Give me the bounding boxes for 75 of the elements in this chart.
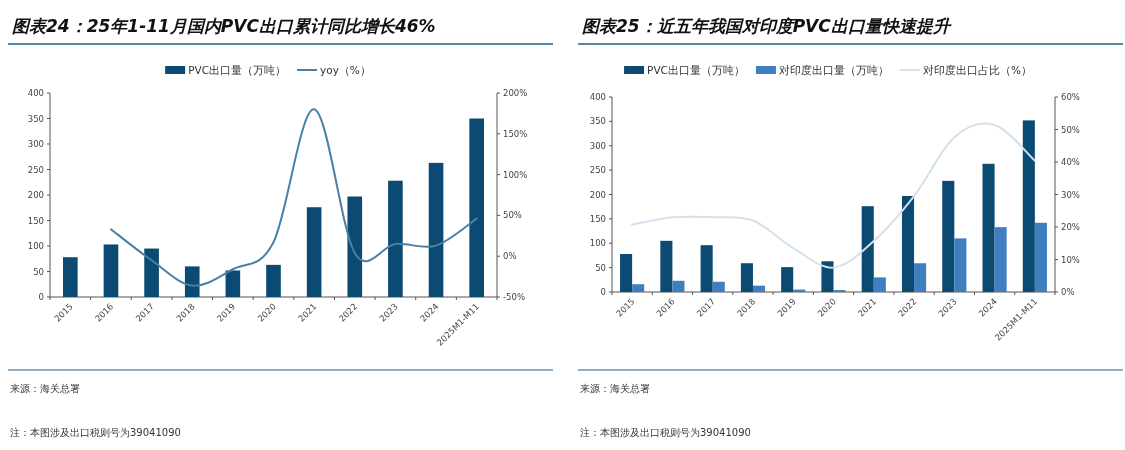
y-tick-label: 350 (27, 113, 44, 124)
bar (620, 253, 633, 292)
text: 注：本图涉及出口税则号为39041090 (580, 427, 751, 438)
y-tick-label: 50 (595, 262, 606, 273)
line-series (631, 122, 1036, 269)
bar (1022, 120, 1035, 292)
bar (994, 227, 1007, 292)
bar (184, 266, 200, 297)
y-tick-label: 200 (589, 189, 606, 200)
y2-tick-label: 60% (1061, 92, 1080, 102)
bar (901, 195, 915, 292)
legend-label: PVC出口量（万吨） (188, 64, 287, 76)
bar (712, 281, 725, 292)
bar (982, 163, 995, 292)
legend-label: yoy（%） (320, 64, 371, 76)
bar (266, 264, 281, 297)
y2-tick-label: 150% (503, 128, 528, 139)
bar (740, 263, 753, 292)
y2-tick-label: 40% (1061, 157, 1080, 167)
source-note: 来源：海关总署 (580, 383, 650, 394)
bar (1034, 222, 1047, 292)
legend-label: 对印度出口占比（%） (922, 64, 1032, 76)
y-tick-label: 250 (27, 164, 44, 175)
y-tick-label: 300 (589, 140, 606, 151)
y2-tick-label: -50% (503, 292, 525, 302)
bar (225, 270, 241, 297)
bar (388, 180, 403, 297)
y2-tick-label: 30% (1061, 189, 1080, 200)
text: 注：本图涉及出口税则号为39041090 (10, 427, 181, 438)
y2-tick-label: 50% (503, 210, 522, 221)
bar (103, 244, 119, 297)
bar (347, 196, 363, 297)
bar (63, 257, 78, 297)
y2-tick-label: 100% (503, 169, 528, 180)
y2-tick-label: 200% (503, 88, 528, 98)
bar (861, 206, 874, 292)
y-tick-label: 250 (589, 165, 606, 176)
chart-title: 图表25：近五年我国对印度PVC出口量快速提升 (582, 16, 952, 36)
y2-tick-label: 10% (1061, 254, 1080, 265)
y-tick-label: 100 (27, 241, 44, 251)
y-tick-label: 200 (27, 190, 44, 200)
bar (781, 267, 794, 292)
bar (873, 277, 886, 292)
y2-tick-label: 20% (1061, 222, 1080, 232)
y-tick-label: 150 (27, 215, 44, 226)
y-tick-label: 0 (600, 287, 606, 297)
chart-title: 图表24：25年1-11月国内PVC出口累计同比增长46% (12, 16, 436, 36)
y-tick-label: 150 (589, 213, 606, 224)
bar (954, 238, 967, 292)
bar (752, 285, 766, 292)
bar (660, 240, 673, 292)
y-tick-label: 0 (38, 292, 44, 302)
bar (914, 263, 927, 292)
line-series (109, 108, 478, 287)
y2-tick-label: 0% (1061, 287, 1075, 297)
legend-label: 对印度出口量（万吨） (778, 64, 889, 76)
bar (821, 261, 834, 292)
y-tick-label: 100 (589, 238, 606, 249)
source-note: 来源：海关总署 (10, 383, 80, 394)
bar (942, 180, 955, 292)
y-tick-label: 350 (589, 116, 606, 127)
y-tick-label: 50 (33, 266, 44, 277)
y2-tick-label: 50% (1061, 124, 1080, 135)
y-tick-label: 400 (589, 92, 606, 102)
bar (306, 207, 322, 297)
y-tick-label: 300 (27, 139, 44, 149)
bar (428, 162, 444, 297)
bar (700, 245, 713, 292)
legend-label: PVC出口量（万吨） (647, 64, 745, 76)
bar (144, 248, 159, 297)
y-tick-label: 400 (27, 88, 44, 98)
bar (672, 280, 685, 292)
y2-tick-label: 0% (503, 251, 517, 262)
bar (469, 118, 484, 297)
bar (632, 284, 645, 292)
